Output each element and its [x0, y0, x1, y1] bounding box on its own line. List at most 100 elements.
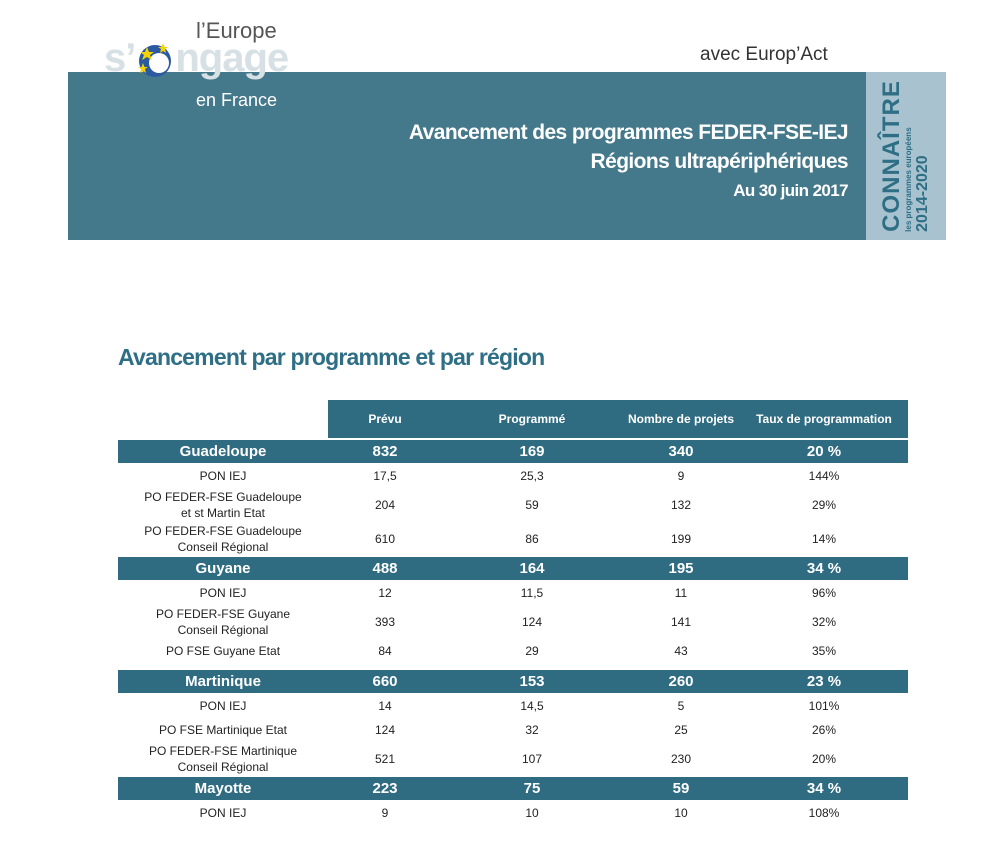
program-cell: 20% [811, 752, 837, 766]
title-line: Avancement des programmes FEDER-FSE-IEJ [408, 121, 849, 144]
region-cell: 832 [328, 440, 442, 463]
program-cell: 10 [525, 806, 539, 820]
section-title: Avancement par programme et par région [118, 344, 545, 370]
program-cell: 141 [670, 615, 692, 629]
header-cell: Programmé [442, 400, 622, 438]
header-cell: Taux de programmation [740, 400, 908, 438]
program-cell: 29% [811, 498, 837, 512]
region-cell: 59 [622, 777, 740, 800]
data-table: Prévu Programmé Nombre de projets Taux de p… [118, 398, 908, 826]
program-row: PON IEJ 14 14,5 5 101% [118, 695, 908, 717]
program-cell: 29 [525, 644, 539, 658]
header-cell [118, 400, 328, 438]
program-cell: 108% [808, 806, 840, 820]
program-cell: 10 [674, 806, 688, 820]
header-band [68, 72, 866, 240]
program-cell: 9 [677, 469, 685, 483]
region-row: Guyane 488 164 195 34 % [118, 557, 908, 580]
program-label: PON IEJ [199, 699, 247, 713]
program-label: PO FEDER-FSE Guyane Conseil Régional [155, 607, 291, 637]
program-cell: 32% [811, 615, 837, 629]
region-cell: Guadeloupe [118, 440, 328, 463]
program-cell: 25,3 [520, 469, 544, 483]
region-cell: 164 [442, 557, 622, 580]
program-cell: 96% [811, 586, 837, 600]
title-line: Au 30 juin 2017 [733, 181, 848, 200]
program-cell: 199 [670, 532, 692, 546]
program-row: PO FEDER-FSE Guyane Conseil Régional 393 1… [118, 606, 908, 638]
header-cell: Prévu [328, 400, 442, 438]
spacer-cell [118, 664, 908, 668]
program-cell: 32 [525, 723, 539, 737]
program-row: PO FEDER-FSE Guadeloupe et st Martin Eta… [118, 489, 908, 521]
program-cell: 101% [808, 699, 840, 713]
program-cell: 11 [674, 586, 688, 600]
program-cell: 11,5 [520, 586, 544, 600]
program-cell: 14,5 [520, 699, 544, 713]
program-cell: 35% [811, 644, 837, 658]
program-cell: 26% [811, 723, 837, 737]
program-row: PON IEJ 17,5 25,3 9 144% [118, 465, 908, 487]
logo-word-end: ngage [175, 36, 289, 80]
program-row: PO FSE Guyane Etat 84 29 43 35% [118, 640, 908, 662]
program-label: PON IEJ [199, 586, 247, 600]
header-row: Prévu Programmé Nombre de projets Taux de p… [118, 400, 908, 438]
program-row: PO FEDER-FSE Martinique Conseil Régional… [118, 743, 908, 775]
program-cell: 124 [521, 615, 543, 629]
spacer-row [118, 664, 908, 668]
program-row: PO FEDER-FSE Guadeloupe Conseil Régional… [118, 523, 908, 555]
logo-word-start: s’ [104, 36, 136, 80]
region-cell: 34 % [740, 777, 908, 800]
program-cell: 5 [677, 699, 685, 713]
region-cell: 660 [328, 670, 442, 693]
program-cell: 393 [374, 615, 396, 629]
partner-name: Europ’Act [745, 44, 828, 65]
program-cell: 59 [525, 498, 539, 512]
logo-line: en France [196, 90, 278, 110]
program-cell: 25 [674, 723, 688, 737]
partner-prefix: avec [700, 44, 741, 65]
side-sub: les programmes européens [904, 127, 913, 232]
program-cell: 12 [378, 586, 392, 600]
program-cell: 14% [811, 532, 837, 546]
partner: avec Europ’Act [700, 44, 828, 66]
program-label: PO FEDER-FSE Guadeloupe et st Martin Eta… [144, 490, 302, 520]
region-cell: 75 [442, 777, 622, 800]
program-cell: 610 [374, 532, 396, 546]
side-word: CONNAÎTRE [878, 80, 905, 232]
table-body: Guadeloupe 832 169 340 20 % PON IEJ 17,5 25,3 9 1… [118, 440, 908, 824]
program-cell: 144% [808, 469, 840, 483]
program-cell: 86 [525, 532, 539, 546]
program-cell: 43 [674, 644, 688, 658]
program-cell: 9 [381, 806, 389, 820]
program-label: PO FSE Martinique Etat [158, 723, 288, 737]
header-cell: Nombre de projets [622, 400, 740, 438]
program-cell: 17,5 [373, 469, 397, 483]
region-cell: Guyane [118, 557, 328, 580]
region-cell: 34 % [740, 557, 908, 580]
program-label: PO FEDER-FSE Guadeloupe Conseil Régional [144, 524, 302, 554]
program-label: PON IEJ [199, 806, 247, 820]
program-label: PON IEJ [199, 469, 247, 483]
side-years: 2014-2020 [914, 155, 931, 232]
program-cell: 84 [378, 644, 392, 658]
side-text: CONNAÎTRE les programmes européens 2014-… [878, 80, 932, 232]
program-cell: 132 [670, 498, 692, 512]
header-titles: Avancement des programmes FEDER-FSE-IEJ … [408, 118, 849, 205]
program-label: PO FSE Guyane Etat [165, 644, 281, 658]
logo-word: s’ ngage [104, 36, 289, 81]
region-cell: 223 [328, 777, 442, 800]
region-cell: 20 % [740, 440, 908, 463]
logo-icon [138, 42, 172, 77]
program-cell: 521 [374, 752, 396, 766]
region-row: Martinique 660 153 260 23 % [118, 670, 908, 693]
side-panel: CONNAÎTRE les programmes européens 2014-… [866, 72, 946, 240]
region-cell: 195 [622, 557, 740, 580]
program-cell: 230 [670, 752, 692, 766]
region-cell: Mayotte [118, 777, 328, 800]
region-cell: 153 [442, 670, 622, 693]
region-cell: 23 % [740, 670, 908, 693]
program-row: PON IEJ 12 11,5 11 96% [118, 582, 908, 604]
program-row: PON IEJ 9 10 10 108% [118, 802, 908, 824]
